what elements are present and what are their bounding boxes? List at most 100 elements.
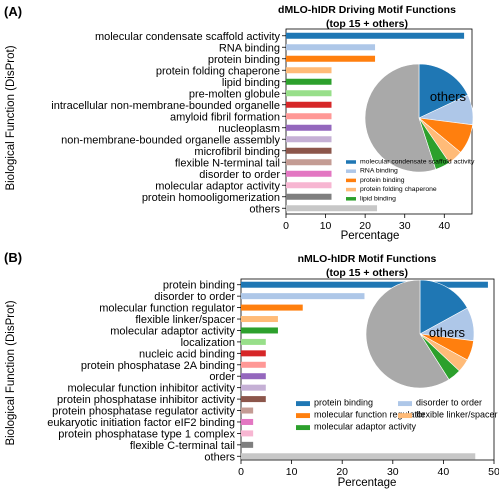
pie-slice (365, 279, 450, 389)
category-label: disorder to order (154, 291, 235, 303)
legend-label: lipid binding (360, 195, 396, 202)
x-tick-label: 0 (283, 220, 289, 232)
bar (286, 147, 332, 154)
category-label: nucleoplasm (218, 123, 280, 135)
panel-a-chart: molecular condensate scaffold activityRN… (51, 28, 475, 232)
category-label: others (204, 451, 235, 463)
panel-b-xlabel: Percentage (338, 477, 397, 489)
bar (241, 396, 266, 403)
legend-swatch (296, 425, 310, 431)
bar (286, 101, 332, 108)
bar (286, 182, 332, 189)
category-label: protein homooligomerization (142, 192, 280, 204)
category-label: molecular function inhibitor activity (67, 383, 235, 395)
x-tick-label: 40 (438, 466, 450, 478)
category-label: molecular adaptor activity (110, 325, 235, 337)
legend-label: disorder to order (416, 398, 482, 408)
bar (286, 55, 376, 62)
legend-label: protein binding (314, 398, 373, 408)
legend-label: RNA binding (360, 168, 398, 175)
bar (241, 327, 278, 334)
pie-label: others (429, 325, 466, 340)
legend-swatch (346, 169, 356, 173)
bar (241, 350, 266, 357)
category-label: protein phosphatase 2A binding (81, 360, 235, 372)
category-label: intracellular non-membrane-bounded organ… (51, 100, 280, 112)
panel-a-label: (A) (4, 4, 22, 19)
category-label: protein binding (163, 280, 235, 292)
bar (241, 430, 254, 437)
bar (286, 170, 332, 177)
x-tick-label: 20 (336, 466, 348, 478)
bar (241, 293, 365, 300)
category-label: lipid binding (222, 77, 280, 89)
legend-swatch (296, 401, 310, 407)
category-label: eukaryotic initiation factor eIF2 bindin… (47, 417, 235, 429)
legend-swatch (346, 160, 356, 164)
bar (286, 78, 332, 85)
legend-swatch (398, 401, 412, 407)
legend-label: molecular adaptor activity (314, 422, 417, 432)
legend-label: molecular function regulator (314, 410, 425, 420)
bar (241, 384, 266, 391)
category-label: protein folding chaperone (156, 65, 280, 77)
panel-a-title: dMLO-hIDR Driving Motif Functions (278, 4, 456, 16)
category-label: nucleic acid binding (139, 348, 235, 360)
panel-a-ylabel: Biological Function (DisProt) (5, 45, 17, 190)
legend-label: protein folding chaperone (360, 186, 437, 193)
bar (241, 441, 254, 448)
bar (286, 90, 332, 97)
category-label: non-membrane-bounded organelle assembly (61, 134, 280, 146)
x-tick-label: 10 (286, 466, 298, 478)
category-label: molecular condensate scaffold activity (95, 31, 281, 43)
category-label: others (249, 203, 280, 215)
legend-label: flexible linker/spacer (416, 410, 498, 420)
pie-slice (418, 63, 469, 119)
bar (241, 373, 266, 380)
bar (286, 159, 332, 166)
bar (286, 67, 332, 74)
legend-swatch (296, 413, 310, 419)
legend-label: molecular condensate scaffold activity (360, 159, 475, 166)
bar (241, 316, 278, 323)
bar (241, 281, 488, 288)
category-label: protein phosphatase inhibitor activity (57, 394, 235, 406)
category-label: protein phosphatase regulator activity (52, 406, 235, 418)
category-label: flexible C-terminal tail (130, 440, 235, 452)
category-label: flexible linker/spacer (135, 314, 235, 326)
bar (286, 44, 376, 51)
bar (286, 32, 465, 39)
panel-b-subtitle: (top 15 + others) (326, 267, 408, 279)
bar (241, 418, 254, 425)
bar (286, 136, 332, 143)
legend-swatch (346, 197, 356, 201)
x-tick-label: 10 (320, 220, 332, 232)
bar (286, 113, 332, 120)
category-label: RNA binding (219, 42, 280, 54)
bar (286, 193, 332, 200)
x-tick-label: 0 (238, 466, 244, 478)
category-label: protein binding (208, 54, 280, 66)
pie-slice (419, 279, 468, 335)
x-tick-label: 30 (387, 466, 399, 478)
pie-slice (364, 63, 437, 173)
legend-swatch (346, 187, 356, 192)
panel-b-ylabel: Biological Function (DisProt) (5, 300, 17, 445)
bar (286, 124, 332, 131)
bar (241, 453, 476, 460)
legend-swatch (346, 178, 356, 183)
category-label: microfibril binding (194, 146, 280, 158)
pie-label: others (430, 89, 467, 104)
x-tick-label: 20 (359, 220, 371, 232)
category-label: molecular adaptor activity (155, 180, 280, 192)
legend-label: protein binding (360, 177, 405, 184)
category-label: protein phosphatase type 1 complex (58, 428, 235, 440)
x-tick-label: 50 (488, 466, 499, 478)
x-tick-label: 30 (399, 220, 411, 232)
panel-b-title: nMLO-hIDR Motif Functions (298, 253, 437, 265)
bar (241, 304, 303, 311)
bar (241, 407, 254, 414)
category-label: disorder to order (199, 169, 280, 181)
bar (241, 338, 266, 345)
